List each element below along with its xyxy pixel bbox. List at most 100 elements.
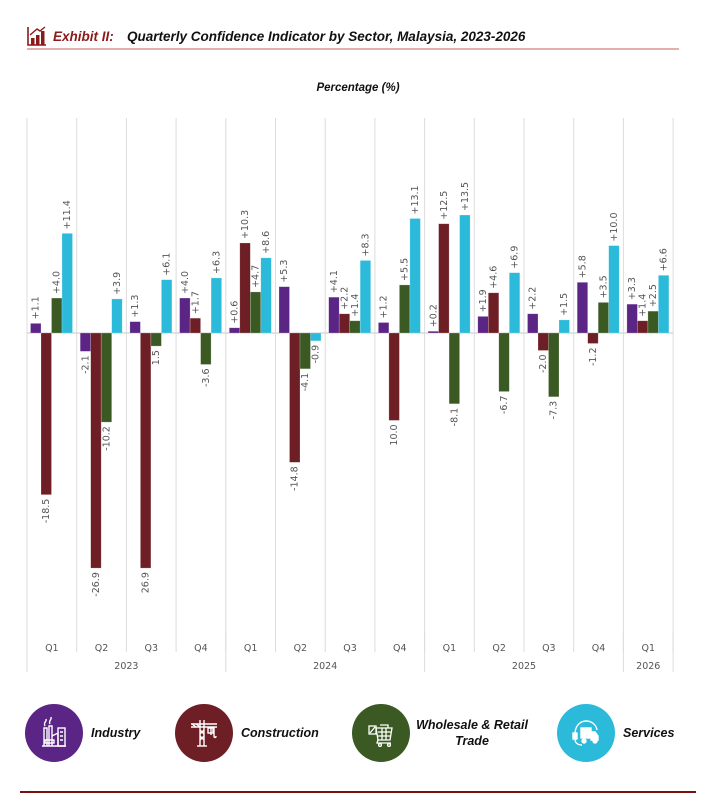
bar-industry <box>79 332 91 352</box>
x-tick-label: Q2 <box>492 643 506 654</box>
bar-industry <box>30 323 42 334</box>
bar-wholesale-retail-trade <box>399 284 411 334</box>
data-label: 26.9 <box>141 572 152 593</box>
data-label: +10.3 <box>240 210 251 239</box>
data-label: +3.5 <box>598 275 609 298</box>
data-label: -4.1 <box>300 373 311 392</box>
bar-services <box>359 260 372 334</box>
x-tick-label: Q3 <box>343 643 357 654</box>
x-tick-label: Q4 <box>194 643 208 654</box>
bar-industry <box>626 303 638 334</box>
data-label: -26.9 <box>91 572 102 597</box>
data-label: -0.9 <box>311 345 322 364</box>
bar-industry <box>427 330 439 334</box>
bar-services <box>310 332 322 342</box>
bar-services <box>260 257 272 334</box>
bar-construction <box>239 242 251 334</box>
x-tick-label: Q1 <box>443 643 457 654</box>
bar-construction <box>289 332 301 463</box>
data-label: +1.4 <box>350 294 361 317</box>
data-label: -2.0 <box>538 354 549 373</box>
bar-chart-growth-icon <box>27 26 47 46</box>
bar-industry <box>229 327 241 334</box>
bar-industry <box>278 286 290 334</box>
data-label: +4.0 <box>180 271 191 294</box>
data-label: +4.0 <box>52 271 63 294</box>
year-label: 2026 <box>636 661 660 672</box>
data-label: +5.5 <box>400 258 411 281</box>
legend-label: Wholesale & Retail Trade <box>416 718 528 748</box>
x-tick-label: Q4 <box>592 643 606 654</box>
bar-services <box>210 277 222 334</box>
data-label: +2.5 <box>648 284 659 307</box>
data-label: +13.1 <box>410 185 421 214</box>
data-label: +8.3 <box>360 233 371 256</box>
data-label: -8.1 <box>449 408 460 427</box>
bar-construction <box>140 332 152 569</box>
data-label: +11.4 <box>62 200 73 229</box>
data-label: 1.5 <box>151 350 162 365</box>
bar-services <box>111 298 123 334</box>
data-label: +6.1 <box>162 253 173 276</box>
bar-construction <box>90 332 102 569</box>
factory-icon <box>25 704 83 762</box>
data-label: -14.8 <box>290 466 301 491</box>
bar-wholesale-retail-trade <box>498 332 510 392</box>
bar-construction <box>438 223 450 334</box>
data-label: +1.2 <box>379 295 390 318</box>
year-label: 2023 <box>114 661 138 672</box>
data-label: -1.2 <box>588 347 599 366</box>
bar-construction <box>189 317 201 334</box>
data-label: +4.6 <box>489 266 500 289</box>
x-tick-label: Q1 <box>244 643 258 654</box>
bar-construction <box>487 292 500 334</box>
exhibit-header: Exhibit II: Quarterly Confidence Indicat… <box>27 26 679 50</box>
bar-wholesale-retail-trade <box>51 297 63 334</box>
data-label: +3.3 <box>627 277 638 300</box>
data-label: +8.6 <box>261 231 272 254</box>
data-label: +5.3 <box>279 260 290 283</box>
bar-industry <box>477 316 489 334</box>
bar-construction <box>537 332 549 351</box>
bar-industry <box>378 322 390 334</box>
legend-item-industry: Industry <box>25 704 140 762</box>
legend-label: Services <box>623 726 675 740</box>
legend-item-services: Services <box>557 704 674 762</box>
bar-industry <box>527 313 539 334</box>
tower-crane-icon <box>175 704 233 762</box>
data-label: -7.3 <box>549 401 560 420</box>
legend-item-wholesale-retail-trade: Wholesale & Retail Trade <box>352 704 532 762</box>
bar-industry <box>576 282 589 334</box>
data-label: -18.5 <box>41 499 52 524</box>
data-label: +0.2 <box>428 304 439 327</box>
delivery-support-icon <box>557 704 615 762</box>
bar-wholesale-retail-trade <box>448 332 460 405</box>
data-label: +10.0 <box>609 212 620 241</box>
bar-wholesale-retail-trade <box>250 291 262 334</box>
x-tick-label: Q3 <box>542 643 556 654</box>
data-label: -3.6 <box>201 368 212 387</box>
bar-chart: +1.1 -2.1 +1.3 +4.0 +0.6 +5.3 +4.1 +1.2 +0.2 +1.9… <box>26 118 674 672</box>
year-label: 2025 <box>512 661 536 672</box>
data-label: +6.9 <box>510 246 521 269</box>
bar-services <box>459 214 471 334</box>
data-label: +1.3 <box>130 295 141 318</box>
bar-wholesale-retail-trade <box>349 320 361 334</box>
data-label: +4.7 <box>251 265 262 288</box>
x-tick-label: Q2 <box>95 643 109 654</box>
bar-industry <box>328 296 340 334</box>
data-label: +3.9 <box>112 272 123 295</box>
data-label: +1.1 <box>31 296 42 319</box>
bar-construction <box>637 320 649 334</box>
bar-services <box>409 218 421 334</box>
legend-label: Construction <box>241 726 319 740</box>
data-label: +2.2 <box>339 287 350 310</box>
bar-services <box>558 319 570 334</box>
exhibit-label: Exhibit II: <box>53 29 114 44</box>
data-label: 10.0 <box>389 424 400 445</box>
x-tick-label: Q3 <box>144 643 158 654</box>
data-label: +1.5 <box>559 293 570 316</box>
bar-construction <box>388 332 400 421</box>
y-axis-label: Percentage (%) <box>316 82 400 94</box>
x-tick-label: Q1 <box>45 643 59 654</box>
